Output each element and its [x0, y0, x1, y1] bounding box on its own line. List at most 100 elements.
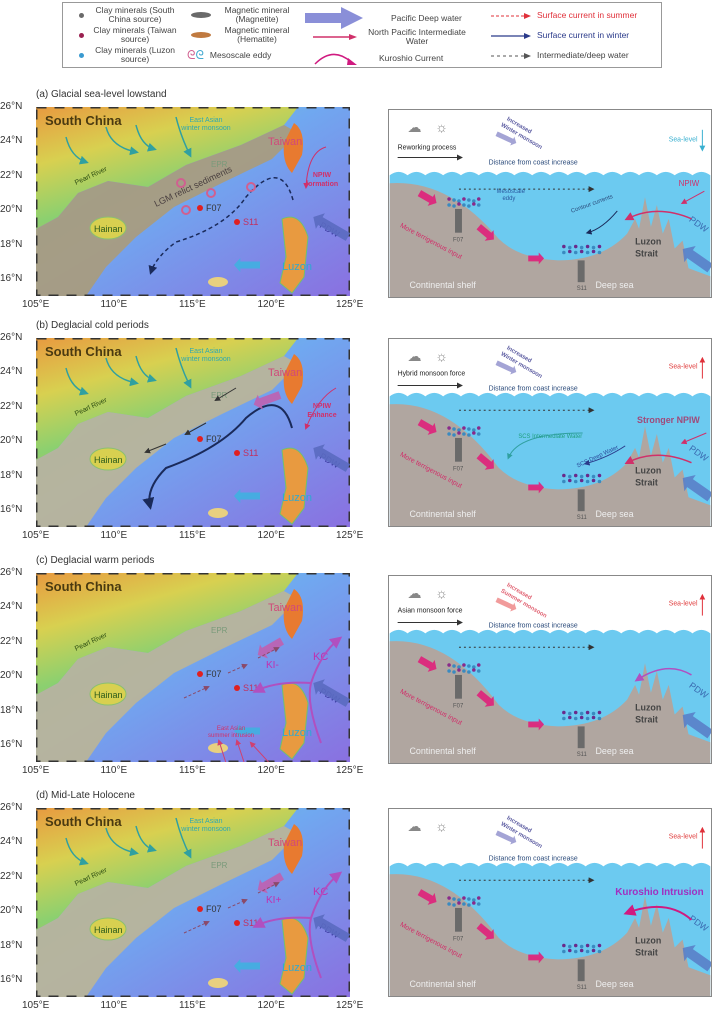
- label-f07: F07: [206, 203, 222, 213]
- lat-tick-label: 24°N: [0, 836, 23, 848]
- winter-monsoon-arrow: [175, 347, 192, 389]
- terrigenous-arrow: [528, 718, 545, 731]
- label-sea-level: Sea-level: [669, 834, 698, 841]
- kuroshio-arrow: [634, 667, 692, 682]
- clay-mineral-dot: [562, 710, 566, 715]
- npiw-arrow: [680, 432, 707, 445]
- luzon-island: [279, 216, 309, 294]
- label-hainan: Hainan: [94, 690, 123, 700]
- legend-summer: Surface current in summer: [491, 11, 637, 20]
- clay-mineral-dot: [568, 249, 572, 254]
- lat-tick-label: 26°N: [0, 802, 23, 813]
- label-south-china: South China: [45, 344, 122, 359]
- clay-mineral-dot: [573, 716, 578, 721]
- lat-tick-label: 16°N: [0, 504, 23, 515]
- label-continental-shelf: Continental shelf: [410, 746, 477, 756]
- seabed: [389, 874, 711, 996]
- purple-dot-icon: [79, 32, 84, 38]
- clay-mineral-dot: [579, 711, 584, 716]
- continental-shelf: [36, 591, 298, 762]
- clay-mineral-dot: [447, 896, 451, 900]
- clay-mineral-dot: [476, 426, 481, 430]
- site-f07-dot: [197, 906, 203, 912]
- map-panel: South ChinaTaiwanHainanF07S11LuzonPDWPea…: [36, 107, 350, 296]
- pdw-arrow: [682, 945, 711, 972]
- lat-tick-label: 22°N: [0, 169, 23, 181]
- label-taiwan: Taiwan: [268, 136, 302, 148]
- map-panel: South ChinaTaiwanHainanF07S11LuzonPDWPea…: [36, 573, 350, 762]
- label-mesoscale-eddy: eddy: [503, 196, 516, 202]
- clay-mineral-dot: [472, 428, 476, 432]
- clay-mineral-dot: [476, 203, 481, 207]
- clay-mineral-dot: [462, 896, 466, 900]
- winter-monsoon-arrow: [175, 116, 192, 158]
- lon-tick-label: 120°E: [257, 765, 285, 776]
- land-south-china: [36, 808, 298, 930]
- taiwan-island: [283, 824, 303, 874]
- label-hainan: Hainan: [94, 455, 123, 465]
- clay-mineral-dot: [562, 244, 566, 249]
- terrigenous-arrow: [417, 419, 437, 435]
- clay-mineral-dot: [591, 478, 596, 483]
- clay-mineral-dot: [467, 427, 471, 431]
- label-distance: Distance from coast increase: [489, 622, 578, 629]
- clay-mineral-dot: [568, 715, 572, 720]
- legend-label: Surface current in winter: [537, 30, 630, 40]
- summer-current-arrow: [257, 647, 280, 659]
- summer-current-arrow: [227, 898, 248, 909]
- legend-npiw: North Pacific Intermediate Water: [313, 28, 467, 46]
- label-sea-level: Sea-level: [669, 137, 698, 144]
- lon-tick-label: 125°E: [336, 530, 364, 541]
- panel-title: (a) Glacial sea-level lowstand: [36, 89, 167, 100]
- clay-mineral-dot: [467, 903, 471, 907]
- lat-tick-label: 18°N: [0, 238, 23, 250]
- legend-deep: Intermediate/deep water: [491, 51, 629, 60]
- lat-tick-label: 26°N: [0, 332, 23, 343]
- clay-mineral-dot: [462, 426, 466, 430]
- continental-shelf: [36, 125, 298, 296]
- mesoscale-eddy-icon: [206, 188, 216, 198]
- legend-label: Clay minerals (South China source): [95, 5, 175, 24]
- lon-tick-label: 115°E: [179, 530, 206, 541]
- core-f07: [455, 907, 462, 932]
- site-f07-dot: [197, 205, 203, 211]
- lon-tick-label: 110°E: [100, 530, 128, 541]
- navy-arrow-icon: [491, 32, 531, 39]
- npiw-arrow: [303, 146, 327, 189]
- label-force: Asian monsoon force: [398, 608, 463, 615]
- clay-mineral-dot: [447, 432, 451, 436]
- core-s11: [577, 489, 585, 512]
- label-monsoon: winter monsoon: [180, 125, 231, 132]
- luzon-arrow: [234, 724, 260, 738]
- npiw-arrow: [680, 190, 705, 204]
- lon-tick-label: 125°E: [336, 765, 364, 776]
- clay-mineral-dot: [573, 250, 578, 255]
- label-deep-sea: Deep sea: [596, 280, 634, 290]
- label-s11: S11: [577, 286, 587, 292]
- lon-tick-label: 110°E: [100, 765, 128, 776]
- lon-tick-label: 105°E: [22, 530, 50, 541]
- label-taiwan: Taiwan: [268, 837, 302, 849]
- legend-label: Intermediate/deep water: [537, 50, 629, 60]
- clay-mineral-dot: [562, 250, 566, 255]
- label-luzon: Luzon: [282, 727, 312, 739]
- panel-title: (b) Deglacial cold periods: [36, 320, 149, 331]
- terrigenous-arrow: [417, 889, 437, 905]
- label-npiw: NPIW: [313, 403, 332, 410]
- terrigenous-arrow: [417, 190, 437, 206]
- lat-tick-label: 18°N: [0, 939, 23, 951]
- label-hainan: Hainan: [94, 224, 123, 234]
- label-npiw: Stronger NPIW: [637, 415, 700, 425]
- sun-icon: ☼: [435, 119, 448, 135]
- panel-title: (d) Mid-Late Holocene: [36, 790, 135, 801]
- clay-mineral-dot: [597, 479, 602, 484]
- label-s11: S11: [243, 448, 258, 458]
- lat-tick-label: 20°N: [0, 670, 23, 682]
- npiw-arrow: [304, 387, 337, 430]
- clay-mineral-dot: [597, 244, 602, 249]
- lon-tick-label: 105°E: [22, 299, 50, 310]
- legend-hematite: Magnetic mineral (Hematite): [191, 26, 297, 44]
- lat-tick-label: 20°N: [0, 905, 23, 917]
- red-arrow-icon: [313, 34, 357, 40]
- label-npiw: NPIW: [679, 179, 700, 188]
